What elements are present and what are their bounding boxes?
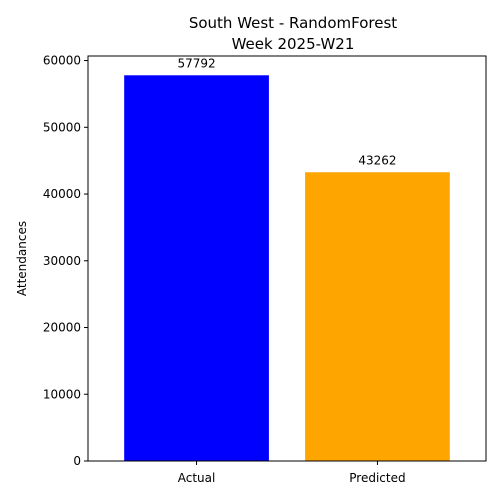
bar-actual bbox=[124, 75, 269, 462]
axes-layer: 0 10000 20000 30000 40000 50000 60000 Actual Pre… bbox=[43, 54, 487, 485]
plot-frame bbox=[87, 55, 487, 462]
data-label-actual: 57792 bbox=[177, 56, 215, 70]
y-tick-label: 50000 bbox=[43, 120, 81, 134]
y-tick-label: 10000 bbox=[43, 387, 81, 401]
y-tick-label: 20000 bbox=[43, 321, 81, 335]
data-label-predicted: 43262 bbox=[358, 153, 396, 167]
x-tick-label: Actual bbox=[178, 471, 216, 485]
y-axis-label: Attendances bbox=[15, 221, 29, 296]
chart-title-line-1: South West - RandomForest bbox=[189, 14, 397, 32]
chart-title-line-2: Week 2025-W21 bbox=[232, 35, 355, 53]
y-tick-label: 60000 bbox=[43, 54, 81, 68]
x-tick-label: Predicted bbox=[349, 471, 405, 485]
y-tick-label: 40000 bbox=[43, 187, 81, 201]
bar-predicted bbox=[305, 172, 450, 461]
y-tick-label: 0 bbox=[73, 454, 81, 468]
data-labels-layer: 57792 43262 bbox=[177, 56, 396, 167]
y-tick-label: 30000 bbox=[43, 254, 81, 268]
bars-layer bbox=[124, 75, 450, 462]
